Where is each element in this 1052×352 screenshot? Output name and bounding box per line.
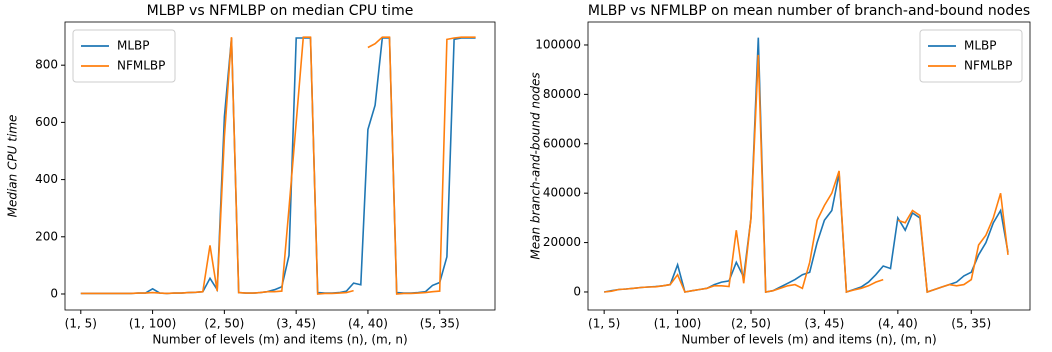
- y-tick-label: 20000: [543, 235, 581, 249]
- y-tick-label: 200: [35, 229, 58, 243]
- chart-title: MLBP vs NFMLBP on mean number of branch-…: [588, 3, 1030, 19]
- x-axis-label: Number of levels (m) and items (n), (m, …: [152, 333, 407, 347]
- y-tick-label: 600: [35, 115, 58, 129]
- legend-box: [72, 29, 176, 83]
- axes-frame: [587, 21, 1031, 311]
- legend-label: NFMLBP: [964, 59, 1012, 73]
- legend-box: [919, 29, 1023, 83]
- x-tick-label: (5, 35): [420, 317, 460, 331]
- legend-label: NFMLBP: [117, 59, 165, 73]
- x-tick-label: (5, 35): [951, 317, 991, 331]
- x-tick-label: (1, 100): [129, 317, 177, 331]
- x-tick-label: (2, 50): [731, 317, 771, 331]
- legend-label: MLBP: [964, 39, 997, 53]
- y-tick-label: 40000: [543, 186, 581, 200]
- y-tick-label: 80000: [543, 87, 581, 101]
- y-tick-label: 100000: [535, 37, 581, 51]
- y-tick-label: 60000: [543, 136, 581, 150]
- y-tick-label: 400: [35, 172, 58, 186]
- y-tick-label: 0: [50, 286, 58, 300]
- series-line: [80, 36, 476, 295]
- y-axis-label: Median CPU time: [6, 115, 20, 218]
- x-tick-label: (2, 50): [204, 317, 244, 331]
- x-tick-label: (1, 5): [588, 317, 620, 331]
- series-line: [604, 54, 1009, 294]
- axes-frame: [64, 21, 496, 311]
- legend-label: MLBP: [117, 39, 150, 53]
- x-axis-label: Number of levels (m) and items (n), (m, …: [681, 333, 936, 347]
- x-tick-label: (4, 40): [348, 317, 388, 331]
- y-axis-label: Mean branch-and-bound nodes: [529, 72, 543, 259]
- chart-title: MLBP vs NFMLBP on median CPU time: [147, 3, 414, 19]
- x-tick-label: (3, 45): [804, 317, 844, 331]
- y-tick-label: 800: [35, 58, 58, 72]
- y-tick-label: 0: [573, 284, 581, 298]
- x-tick-label: (1, 100): [654, 317, 702, 331]
- x-tick-label: (3, 45): [276, 317, 316, 331]
- x-tick-label: (1, 5): [65, 317, 97, 331]
- x-tick-label: (4, 40): [878, 317, 918, 331]
